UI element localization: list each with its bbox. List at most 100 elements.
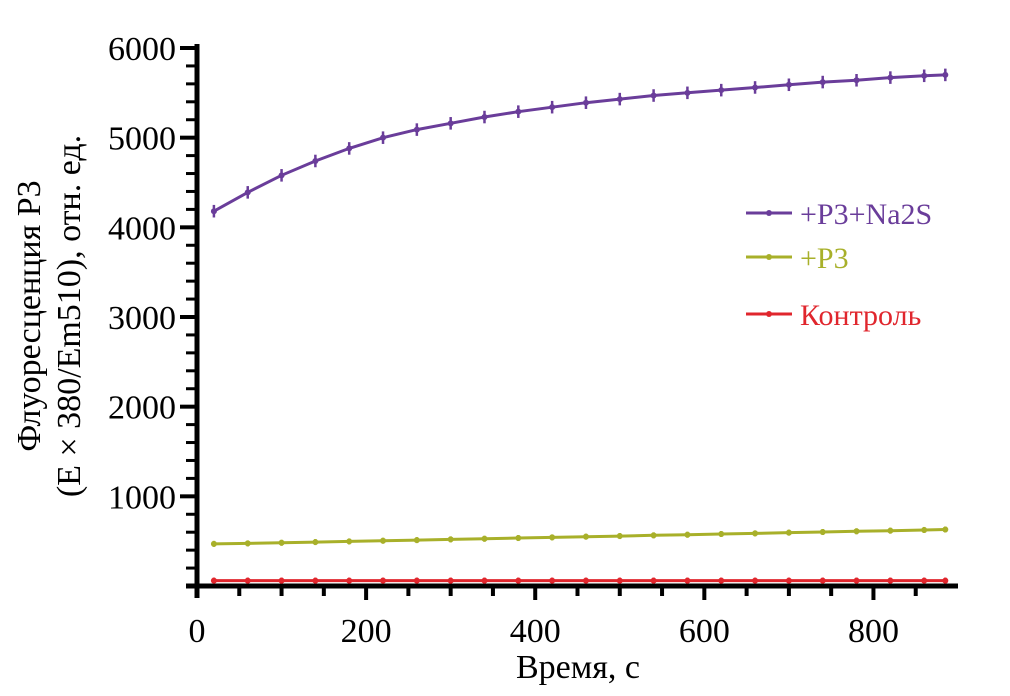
series-2 bbox=[210, 577, 949, 584]
data-point bbox=[887, 527, 894, 534]
data-point bbox=[413, 537, 420, 544]
y-tick-label: 4000 bbox=[108, 210, 176, 247]
data-point bbox=[278, 539, 285, 546]
data-point bbox=[346, 577, 353, 584]
data-point bbox=[346, 145, 353, 152]
data-point bbox=[616, 577, 623, 584]
data-point bbox=[582, 533, 589, 540]
data-point bbox=[752, 577, 759, 584]
data-point bbox=[244, 577, 251, 584]
data-point bbox=[785, 81, 792, 88]
series-line bbox=[213, 528, 946, 546]
data-point bbox=[921, 577, 928, 584]
data-point bbox=[515, 535, 522, 542]
data-point bbox=[650, 92, 657, 99]
data-point bbox=[650, 577, 657, 584]
data-point bbox=[942, 71, 949, 78]
data-point bbox=[684, 577, 691, 584]
data-point bbox=[312, 577, 319, 584]
data-point bbox=[346, 538, 353, 545]
data-point bbox=[312, 539, 319, 546]
data-point bbox=[481, 114, 488, 121]
data-point bbox=[515, 108, 522, 115]
data-point bbox=[210, 208, 217, 215]
data-point bbox=[887, 577, 894, 584]
data-point bbox=[616, 533, 623, 540]
data-point bbox=[210, 540, 217, 547]
data-point bbox=[819, 577, 826, 584]
x-tick-label: 400 bbox=[510, 613, 561, 650]
y-tick-label: 1000 bbox=[108, 479, 176, 516]
data-point bbox=[447, 536, 454, 543]
legend-item-p3: +P3 bbox=[746, 242, 849, 275]
legend: +P3+Na2S +P3 Контроль bbox=[746, 198, 932, 332]
data-point bbox=[413, 577, 420, 584]
y-axis-title-line1: Флуоресценция Р3 bbox=[11, 180, 48, 451]
data-point bbox=[819, 79, 826, 86]
data-point bbox=[481, 577, 488, 584]
data-point bbox=[853, 77, 860, 84]
data-point bbox=[752, 84, 759, 91]
legend-marker-p3-na2s bbox=[766, 210, 772, 216]
series-layer bbox=[210, 68, 949, 584]
data-point bbox=[515, 577, 522, 584]
legend-label-p3: +P3 bbox=[800, 242, 849, 275]
data-point bbox=[210, 577, 217, 584]
data-point bbox=[942, 577, 949, 584]
y-tick-label: 6000 bbox=[108, 31, 176, 68]
y-axis-title-line2: (E × 380/Em510), отн. ед. bbox=[51, 135, 88, 497]
legend-marker-p3 bbox=[766, 254, 772, 260]
legend-label-control: Контроль bbox=[800, 299, 921, 332]
series-0 bbox=[210, 68, 949, 218]
data-point bbox=[718, 577, 725, 584]
data-point bbox=[752, 530, 759, 537]
y-tick-label: 3000 bbox=[108, 300, 176, 337]
data-point bbox=[582, 577, 589, 584]
legend-item-p3-na2s: +P3+Na2S bbox=[746, 198, 932, 231]
data-point bbox=[718, 530, 725, 537]
data-point bbox=[785, 529, 792, 536]
y-tick-label: 5000 bbox=[108, 121, 176, 158]
data-point bbox=[549, 534, 556, 541]
series-1 bbox=[210, 526, 949, 547]
data-point bbox=[582, 99, 589, 106]
data-point bbox=[549, 577, 556, 584]
data-point bbox=[244, 540, 251, 547]
y-tick-label: 2000 bbox=[108, 390, 176, 427]
data-point bbox=[380, 537, 387, 544]
x-axis-title: Время, с bbox=[516, 649, 640, 686]
y-ticks: 1000 2000 3000 4000 5000 6000 bbox=[108, 31, 195, 570]
x-ticks: 0 200 400 600 800 bbox=[189, 588, 918, 650]
data-point bbox=[819, 529, 826, 536]
data-point bbox=[684, 89, 691, 96]
data-point bbox=[447, 577, 454, 584]
data-point bbox=[650, 532, 657, 539]
legend-item-control: Контроль bbox=[746, 299, 921, 332]
legend-label-p3-na2s: +P3+Na2S bbox=[800, 198, 932, 231]
x-tick-label: 200 bbox=[341, 613, 392, 650]
data-point bbox=[853, 528, 860, 535]
data-point bbox=[413, 126, 420, 133]
data-point bbox=[718, 87, 725, 94]
y-axis-title: Флуоресценция Р3 (E × 380/Em510), отн. е… bbox=[11, 135, 88, 497]
data-point bbox=[942, 526, 949, 533]
series-line bbox=[213, 73, 946, 213]
x-tick-label: 800 bbox=[848, 613, 899, 650]
data-point bbox=[616, 96, 623, 103]
data-point bbox=[481, 535, 488, 542]
data-point bbox=[785, 577, 792, 584]
legend-marker-control bbox=[766, 311, 772, 317]
data-point bbox=[921, 72, 928, 79]
data-point bbox=[312, 157, 319, 164]
data-point bbox=[853, 577, 860, 584]
data-point bbox=[921, 526, 928, 533]
data-point bbox=[684, 531, 691, 538]
x-tick-label: 600 bbox=[679, 613, 730, 650]
data-point bbox=[278, 577, 285, 584]
data-point bbox=[380, 134, 387, 141]
axes bbox=[186, 44, 958, 598]
x-tick-label: 0 bbox=[189, 613, 206, 650]
data-point bbox=[887, 74, 894, 81]
data-point bbox=[278, 172, 285, 179]
